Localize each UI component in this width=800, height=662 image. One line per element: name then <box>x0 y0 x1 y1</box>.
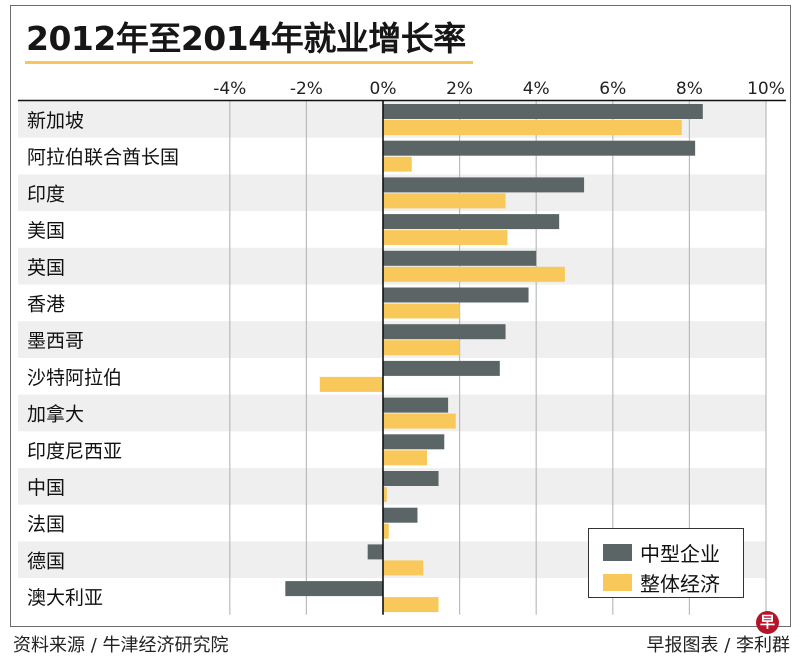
legend: 中型企业 整体经济 <box>588 528 744 598</box>
title-underline <box>25 61 473 64</box>
bar-economy-7 <box>319 376 383 392</box>
category-label: 墨西哥 <box>27 330 84 352</box>
bar-economy-6 <box>383 340 460 356</box>
bar-midsize-4 <box>383 250 537 266</box>
bar-economy-11 <box>383 523 389 539</box>
x-tick-label: 6% <box>599 79 626 99</box>
category-label: 英国 <box>27 257 65 279</box>
x-tick-label: -2% <box>290 79 323 99</box>
bar-economy-2 <box>383 193 506 209</box>
bar-midsize-12 <box>367 544 383 560</box>
category-label: 德国 <box>27 550 65 572</box>
bar-midsize-13 <box>285 581 383 597</box>
x-tick-label: 0% <box>370 79 397 99</box>
x-tick-labels: -4% -2% 0% 2% 4% 6% 8% 10% <box>213 79 785 99</box>
bar-midsize-7 <box>383 360 500 376</box>
axes <box>18 99 786 615</box>
legend-swatch-midsize <box>603 544 632 561</box>
bar-midsize-2 <box>383 177 585 193</box>
x-tick-label: -4% <box>213 79 246 99</box>
category-labels: 新加坡阿拉伯联合酋长国印度美国英国香港墨西哥沙特阿拉伯加拿大印度尼西亚中国法国德… <box>27 110 179 609</box>
category-label: 阿拉伯联合酋长国 <box>27 147 179 169</box>
x-tick-label: 10% <box>747 79 785 99</box>
category-label: 美国 <box>27 220 65 242</box>
row-stripes <box>18 101 766 579</box>
bar-economy-5 <box>383 303 460 319</box>
zaobao-logo-icon: 早 <box>756 611 779 634</box>
category-label: 沙特阿拉伯 <box>27 367 122 389</box>
bar-midsize-0 <box>383 104 703 119</box>
bars <box>285 104 703 613</box>
category-label: 印度 <box>27 183 65 205</box>
x-tick-label: 4% <box>523 79 550 99</box>
bar-midsize-9 <box>383 434 445 450</box>
bar-economy-0 <box>383 120 682 135</box>
category-label: 法国 <box>27 514 65 536</box>
legend-item-midsize: 中型企业 <box>603 538 720 567</box>
source-note: 资料来源 / 牛津经济研究院 <box>13 635 229 656</box>
bar-economy-1 <box>383 156 412 172</box>
chart-title: 2012年至2014年就业增长率 <box>26 19 466 58</box>
legend-swatch-economy <box>603 574 632 591</box>
bar-economy-3 <box>383 230 508 246</box>
category-label: 澳大利亚 <box>27 587 103 609</box>
legend-label: 中型企业 <box>640 542 720 566</box>
bar-economy-10 <box>383 487 387 502</box>
category-label: 香港 <box>27 294 65 316</box>
category-label: 印度尼西亚 <box>27 440 122 462</box>
bar-economy-12 <box>383 560 424 576</box>
bar-midsize-5 <box>383 287 529 303</box>
bar-midsize-1 <box>383 140 696 156</box>
chart-frame <box>10 5 791 627</box>
legend-label: 整体经济 <box>640 572 720 596</box>
x-tick-label: 8% <box>676 79 703 99</box>
category-label: 加拿大 <box>27 403 84 426</box>
bar-midsize-8 <box>383 397 449 413</box>
bar-economy-8 <box>383 413 456 429</box>
bar-economy-4 <box>383 266 565 282</box>
bar-midsize-11 <box>383 507 418 523</box>
bar-economy-9 <box>383 450 428 466</box>
x-tick-label: 2% <box>446 79 473 99</box>
bar-midsize-3 <box>383 214 560 230</box>
category-label: 新加坡 <box>27 110 84 132</box>
bar-midsize-6 <box>383 324 506 340</box>
bar-midsize-10 <box>383 471 439 486</box>
credit-note: 早报图表 / 李利群 <box>646 635 790 656</box>
bar-economy-13 <box>383 597 439 613</box>
legend-item-economy: 整体经济 <box>603 568 720 597</box>
category-label: 中国 <box>27 477 65 499</box>
